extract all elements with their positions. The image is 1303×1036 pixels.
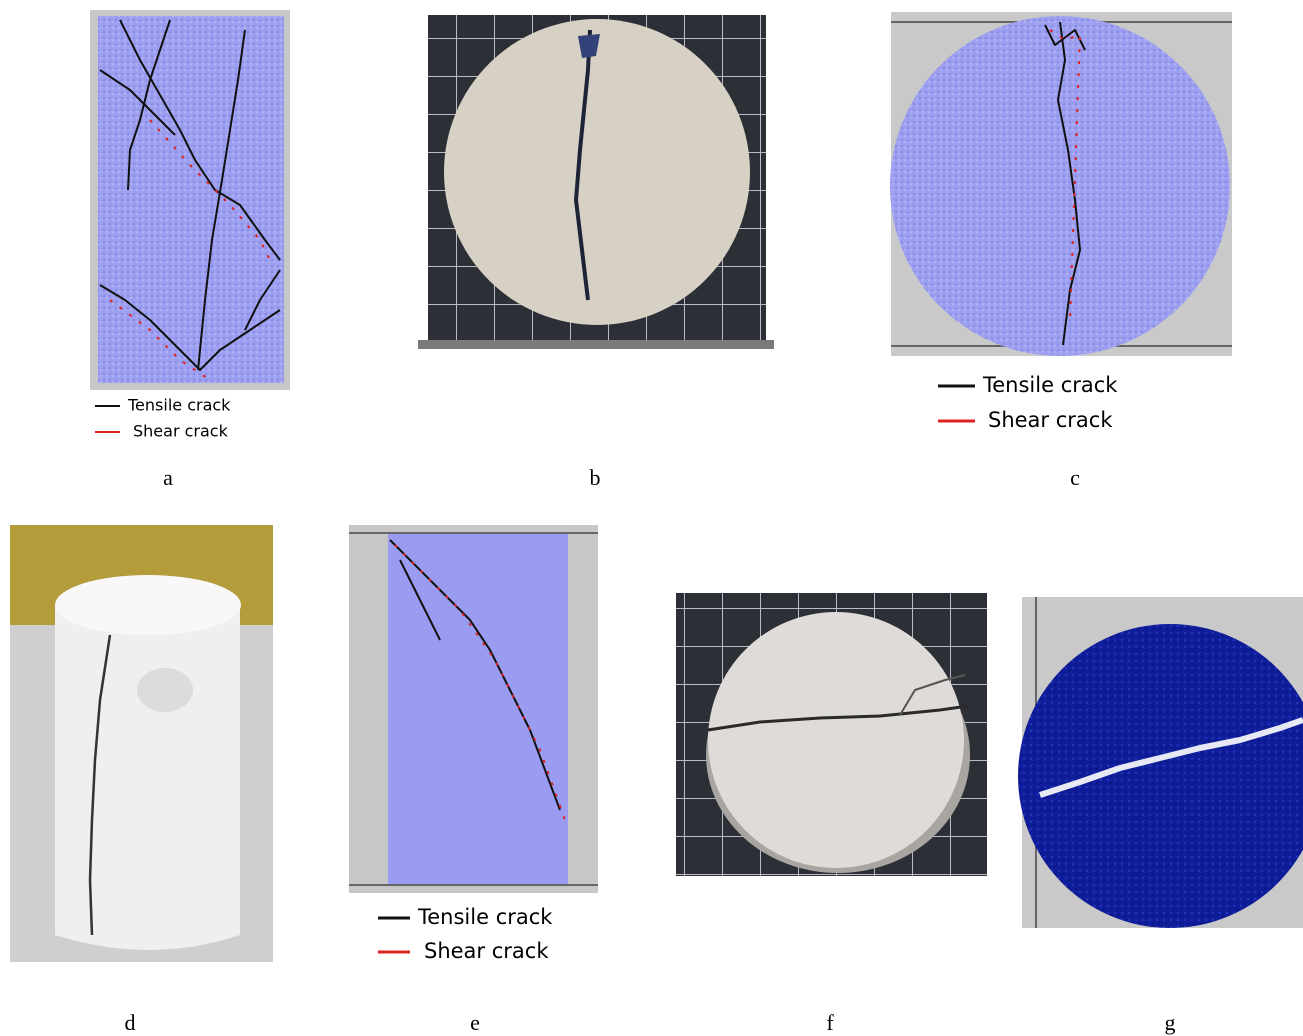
image-circle (890, 16, 1230, 356)
panel-b: b (418, 15, 774, 490)
panel-c: Tensile crack Shear crack c (890, 12, 1232, 490)
panel-label: g (1165, 1010, 1176, 1035)
image-path (55, 588, 240, 951)
panel-f: f (676, 593, 987, 1035)
panel-e: Tensile crack Shear crack e (349, 525, 598, 1035)
panel-label: d (125, 1010, 136, 1035)
image-ellipse (55, 575, 241, 635)
legend-label: Shear crack (424, 939, 549, 963)
image-circle (708, 612, 964, 868)
image-ellipse (137, 668, 193, 712)
image-rect (418, 340, 774, 349)
panel-label: b (590, 465, 601, 490)
legend-label: Tensile crack (127, 396, 231, 415)
image-circle (444, 19, 750, 325)
page: Tensile crack Shear crack a b Tensile cr… (0, 0, 1303, 1036)
legend-label: Shear crack (133, 422, 229, 441)
panel-d: d (10, 525, 273, 1035)
image-rect (388, 534, 568, 884)
legend-label: Tensile crack (417, 905, 553, 929)
panel-label: a (163, 465, 173, 490)
panel-g: g (1018, 597, 1303, 1035)
legend-label: Shear crack (988, 408, 1113, 432)
figure: Tensile crack Shear crack a b Tensile cr… (0, 0, 1303, 1036)
image-rect (98, 16, 284, 383)
panel-a: Tensile crack Shear crack a (90, 10, 290, 490)
panel-label: c (1070, 465, 1080, 490)
panel-label: f (826, 1010, 834, 1035)
panel-label: e (470, 1010, 480, 1035)
legend-label: Tensile crack (982, 373, 1118, 397)
